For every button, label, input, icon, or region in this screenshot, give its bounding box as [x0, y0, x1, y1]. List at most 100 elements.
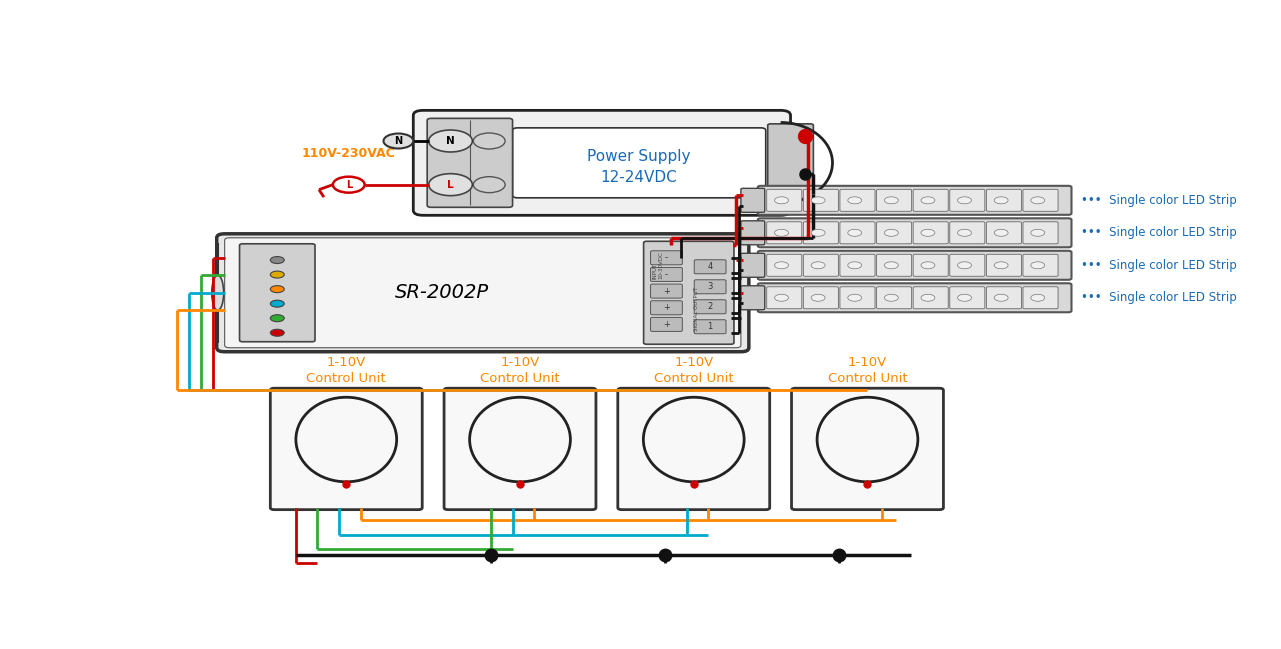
Circle shape — [994, 262, 1008, 269]
FancyBboxPatch shape — [694, 260, 726, 274]
Circle shape — [270, 271, 284, 278]
Text: SIGNAL OUTPUT: SIGNAL OUTPUT — [694, 288, 699, 331]
FancyBboxPatch shape — [767, 190, 802, 212]
Circle shape — [958, 229, 971, 236]
Circle shape — [333, 177, 365, 193]
Circle shape — [270, 256, 284, 263]
Text: Control Unit: Control Unit — [306, 373, 386, 386]
Text: •••  Single color LED Strip: ••• Single color LED Strip — [1081, 259, 1237, 272]
Circle shape — [775, 294, 789, 301]
FancyBboxPatch shape — [651, 267, 683, 282]
FancyBboxPatch shape — [767, 254, 802, 276]
FancyBboxPatch shape — [949, 287, 985, 309]
FancyBboxPatch shape — [767, 287, 802, 309]
Circle shape — [775, 229, 789, 236]
Text: N: N — [395, 136, 402, 146]
Circle shape — [1031, 262, 1045, 269]
Circle shape — [811, 229, 825, 236]
Circle shape — [270, 329, 284, 336]
FancyBboxPatch shape — [949, 190, 985, 212]
Circle shape — [848, 294, 862, 301]
FancyBboxPatch shape — [758, 218, 1071, 247]
Text: 12-24VDC: 12-24VDC — [601, 170, 678, 186]
Text: -: - — [665, 253, 667, 262]
Text: Control Unit: Control Unit — [653, 373, 734, 386]
FancyBboxPatch shape — [740, 253, 765, 277]
Text: INPUT
10-30VDC: INPUT 10-30VDC — [652, 251, 664, 279]
FancyBboxPatch shape — [694, 300, 726, 313]
Text: 1-10V: 1-10V — [848, 356, 888, 369]
Circle shape — [1031, 294, 1045, 301]
Text: L: L — [447, 180, 453, 190]
FancyBboxPatch shape — [651, 317, 683, 332]
Circle shape — [884, 197, 898, 204]
FancyBboxPatch shape — [986, 222, 1021, 244]
Circle shape — [270, 286, 284, 293]
Text: L: L — [346, 180, 352, 190]
FancyBboxPatch shape — [427, 118, 512, 207]
Ellipse shape — [643, 397, 744, 482]
FancyBboxPatch shape — [651, 284, 683, 298]
Text: 1: 1 — [707, 323, 712, 331]
FancyBboxPatch shape — [216, 234, 749, 352]
FancyBboxPatch shape — [949, 222, 985, 244]
FancyBboxPatch shape — [740, 188, 765, 212]
Text: •••  Single color LED Strip: ••• Single color LED Strip — [1081, 227, 1237, 239]
FancyBboxPatch shape — [986, 254, 1021, 276]
FancyBboxPatch shape — [651, 251, 683, 265]
FancyBboxPatch shape — [1024, 222, 1058, 244]
FancyBboxPatch shape — [840, 222, 875, 244]
FancyBboxPatch shape — [1024, 254, 1058, 276]
Text: Power Supply: Power Supply — [588, 149, 690, 164]
FancyBboxPatch shape — [803, 190, 838, 212]
Circle shape — [811, 294, 825, 301]
Ellipse shape — [817, 397, 918, 482]
Ellipse shape — [470, 397, 570, 482]
Circle shape — [921, 262, 935, 269]
Circle shape — [921, 197, 935, 204]
FancyBboxPatch shape — [270, 388, 423, 509]
Text: +: + — [664, 287, 670, 295]
FancyBboxPatch shape — [986, 190, 1021, 212]
Circle shape — [775, 262, 789, 269]
FancyBboxPatch shape — [758, 186, 1071, 215]
Text: 3: 3 — [707, 282, 712, 291]
FancyBboxPatch shape — [913, 190, 948, 212]
FancyBboxPatch shape — [643, 241, 734, 344]
Circle shape — [1031, 197, 1045, 204]
FancyBboxPatch shape — [617, 388, 770, 509]
FancyBboxPatch shape — [1024, 190, 1058, 212]
Circle shape — [994, 229, 1008, 236]
Circle shape — [270, 315, 284, 322]
Ellipse shape — [296, 397, 397, 482]
Circle shape — [848, 262, 862, 269]
FancyBboxPatch shape — [758, 283, 1071, 312]
FancyBboxPatch shape — [694, 280, 726, 294]
Circle shape — [884, 229, 898, 236]
FancyBboxPatch shape — [803, 287, 838, 309]
Text: -: - — [665, 270, 667, 279]
Ellipse shape — [211, 275, 224, 310]
Circle shape — [429, 174, 473, 195]
Text: 1-10V: 1-10V — [501, 356, 539, 369]
Text: •••  Single color LED Strip: ••• Single color LED Strip — [1081, 194, 1237, 207]
Circle shape — [1031, 229, 1045, 236]
FancyBboxPatch shape — [986, 287, 1021, 309]
FancyBboxPatch shape — [445, 388, 596, 509]
Circle shape — [958, 262, 971, 269]
Circle shape — [958, 294, 971, 301]
Circle shape — [383, 134, 414, 149]
FancyBboxPatch shape — [840, 287, 875, 309]
FancyBboxPatch shape — [913, 222, 948, 244]
Circle shape — [994, 197, 1008, 204]
Text: 1-10V: 1-10V — [674, 356, 714, 369]
Text: N: N — [446, 136, 455, 146]
FancyBboxPatch shape — [740, 286, 765, 310]
FancyBboxPatch shape — [913, 287, 948, 309]
Circle shape — [921, 294, 935, 301]
FancyBboxPatch shape — [913, 254, 948, 276]
FancyBboxPatch shape — [876, 190, 912, 212]
FancyBboxPatch shape — [1024, 287, 1058, 309]
Text: 1-10V: 1-10V — [327, 356, 366, 369]
Circle shape — [994, 294, 1008, 301]
